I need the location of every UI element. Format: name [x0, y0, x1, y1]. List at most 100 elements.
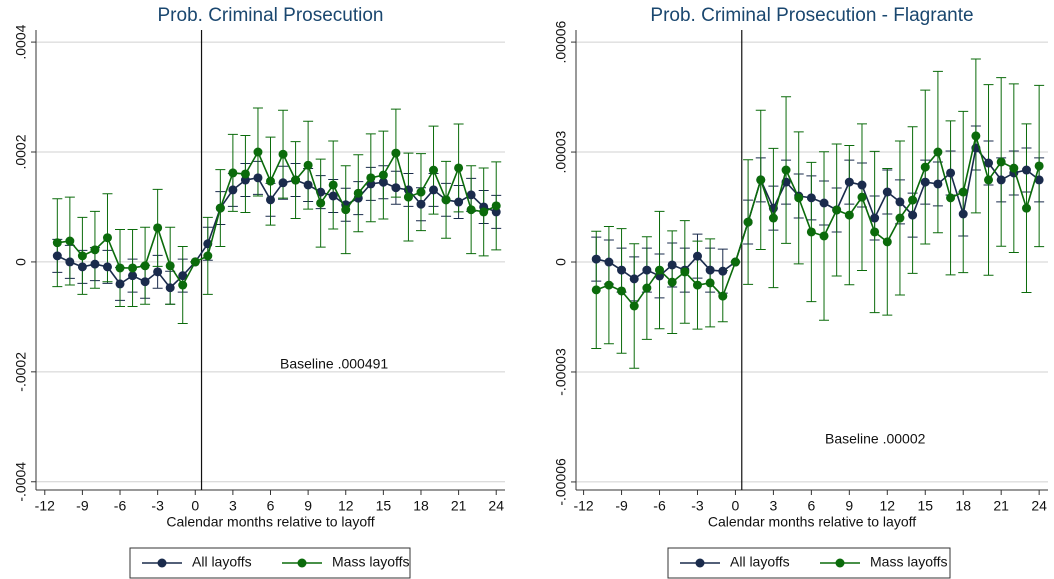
marker	[77, 251, 87, 261]
marker	[794, 193, 804, 203]
x-tick-label: -9	[615, 498, 628, 514]
marker	[341, 205, 351, 215]
y-tick-label: .00003	[553, 130, 569, 173]
marker	[819, 231, 829, 241]
x-tick-label: 18	[955, 498, 971, 514]
marker	[958, 187, 968, 197]
marker	[908, 210, 918, 220]
x-tick-label: 3	[229, 498, 237, 514]
x-tick-label: -3	[151, 498, 164, 514]
marker	[882, 187, 892, 197]
marker	[403, 192, 413, 202]
marker	[680, 267, 690, 277]
marker	[806, 227, 816, 237]
x-tick-label: 9	[304, 498, 312, 514]
marker	[303, 160, 313, 170]
marker	[642, 283, 652, 293]
marker	[642, 265, 652, 275]
marker	[378, 170, 388, 180]
marker	[215, 203, 225, 213]
marker	[895, 197, 905, 207]
marker	[743, 217, 753, 227]
marker	[378, 177, 388, 187]
marker	[920, 177, 930, 187]
marker	[165, 283, 175, 293]
marker	[203, 251, 213, 261]
marker	[591, 254, 601, 264]
marker	[667, 277, 677, 287]
marker	[353, 188, 363, 198]
marker	[165, 261, 175, 271]
marker	[90, 259, 100, 269]
x-tick-label: 18	[413, 498, 429, 514]
x-tick-label: -6	[114, 498, 127, 514]
marker	[984, 158, 994, 168]
marker	[65, 236, 75, 246]
series-line	[56, 176, 497, 289]
marker	[629, 301, 639, 311]
marker	[52, 251, 62, 261]
marker	[617, 286, 627, 296]
x-tick-label: -12	[35, 498, 55, 514]
marker	[591, 285, 601, 295]
marker	[328, 180, 338, 190]
marker	[178, 280, 188, 290]
marker	[140, 277, 150, 287]
marker	[253, 147, 263, 157]
marker	[1034, 161, 1044, 171]
marker	[102, 262, 112, 272]
y-tick-label: -.0002	[13, 352, 29, 392]
marker	[240, 169, 250, 179]
y-tick-label: .00006	[553, 20, 569, 63]
marker	[1034, 175, 1044, 185]
marker	[819, 198, 829, 208]
marker	[933, 147, 943, 157]
y-tick-label: -.00006	[553, 458, 569, 506]
marker	[77, 262, 87, 272]
marker	[667, 260, 677, 270]
marker	[692, 280, 702, 290]
marker	[153, 267, 163, 277]
marker	[416, 199, 426, 209]
x-tick-label: -9	[76, 498, 89, 514]
marker	[266, 195, 275, 205]
x-tick-label: 6	[267, 498, 275, 514]
marker	[870, 213, 880, 223]
marker	[718, 266, 728, 276]
marker	[266, 176, 275, 186]
y-tick-label: .0004	[13, 24, 29, 59]
marker	[933, 179, 943, 189]
marker	[844, 177, 854, 187]
marker	[115, 263, 125, 273]
marker	[617, 265, 627, 275]
legend-label: Mass layoffs	[332, 554, 410, 570]
marker	[65, 257, 75, 267]
marker	[705, 278, 715, 288]
marker	[996, 157, 1006, 167]
marker	[604, 257, 614, 267]
marker	[429, 185, 439, 195]
x-tick-label: -6	[653, 498, 666, 514]
marker	[115, 279, 125, 289]
x-tick-label: 12	[880, 498, 896, 514]
marker	[441, 195, 451, 205]
marker	[128, 271, 138, 281]
chart-title: Prob. Criminal Prosecution	[158, 5, 384, 26]
marker	[946, 193, 956, 203]
marker	[128, 263, 138, 273]
x-tick-label: 24	[1031, 498, 1047, 514]
x-tick-label: 6	[807, 498, 815, 514]
marker	[958, 209, 968, 219]
marker	[102, 233, 112, 243]
annotation: Baseline .000491	[280, 356, 388, 372]
marker	[870, 227, 880, 237]
marker	[454, 163, 464, 173]
marker	[1009, 163, 1019, 173]
marker	[140, 261, 150, 271]
marker	[278, 178, 288, 188]
series-line	[596, 146, 1040, 280]
marker	[882, 237, 892, 247]
marker	[291, 175, 301, 185]
marker	[228, 168, 238, 178]
marker	[491, 201, 501, 211]
